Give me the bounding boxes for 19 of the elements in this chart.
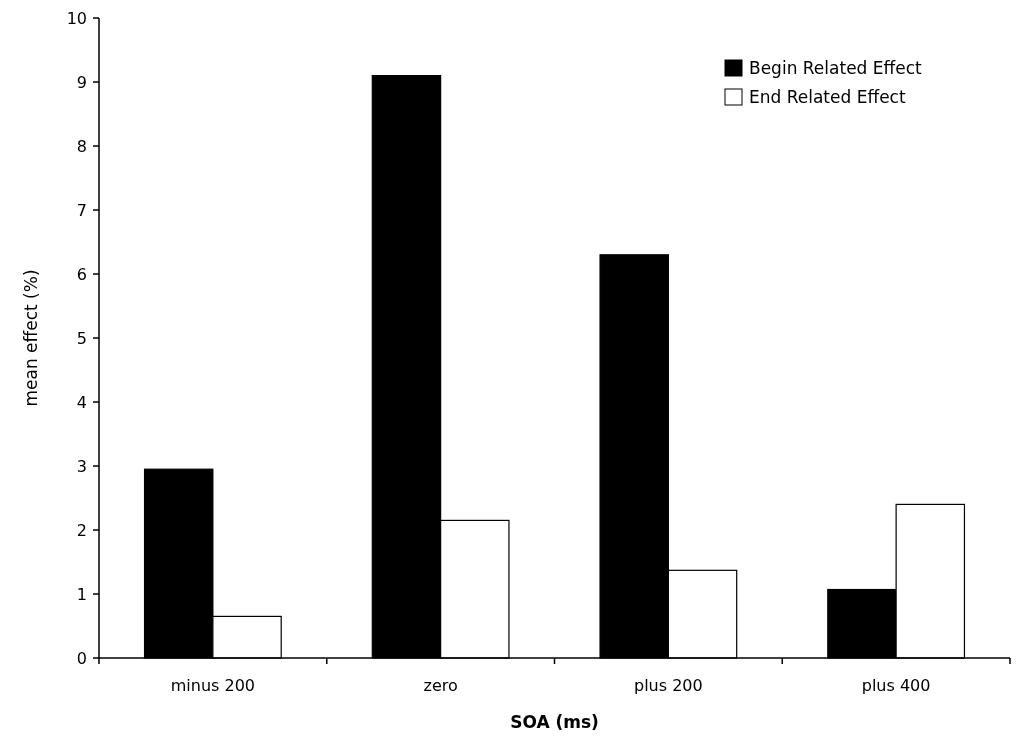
legend-label: End Related Effect xyxy=(749,86,906,107)
x-tick-label: zero xyxy=(423,676,458,695)
y-tick-label: 8 xyxy=(76,136,87,156)
y-axis-title: mean effect (%) xyxy=(21,269,41,407)
legend-label: Begin Related Effect xyxy=(749,57,923,78)
y-tick-label: 4 xyxy=(76,392,87,412)
y-tick-label: 6 xyxy=(76,264,87,284)
x-tick-label: plus 400 xyxy=(861,676,931,695)
y-tick-label: 9 xyxy=(76,72,87,92)
y-tick-label: 10 xyxy=(66,8,87,28)
y-tick-label: 0 xyxy=(76,648,87,668)
y-tick-label: 2 xyxy=(76,520,87,540)
x-axis-title: SOA (ms) xyxy=(510,712,599,732)
y-tick-label: 7 xyxy=(76,200,87,220)
x-tick-label: minus 200 xyxy=(170,676,256,695)
x-tick-label: plus 200 xyxy=(634,676,703,695)
y-tick-label: 5 xyxy=(76,328,87,348)
y-tick-label: 3 xyxy=(76,456,87,476)
y-tick-label: 1 xyxy=(76,584,87,604)
